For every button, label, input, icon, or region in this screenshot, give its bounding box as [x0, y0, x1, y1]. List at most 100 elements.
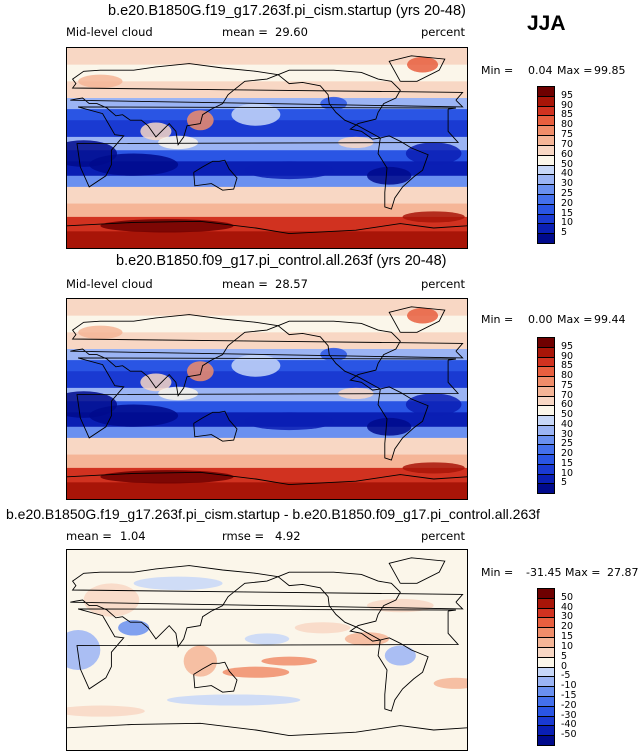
panel-2-max-value: 99.44 [594, 313, 626, 326]
panel-1-min-label: Min = [481, 64, 514, 77]
colorbar-level-label: 15 [561, 457, 574, 469]
colorbar-level-label: 80 [561, 119, 574, 131]
colorbar-swatch [537, 424, 555, 436]
colorbar-level-label: 15 [561, 631, 574, 643]
colorbar-level-label: 50 [561, 158, 574, 170]
colorbar-level-label: 60 [561, 148, 574, 160]
colorbar-swatch [537, 164, 555, 176]
colorbar-level-label: 60 [561, 399, 574, 411]
panel-2-max-label: Max = [557, 313, 593, 326]
panel-1-min-value: 0.04 [528, 64, 553, 77]
panel-2-units: percent [421, 277, 466, 291]
colorbar-level-label: 85 [561, 360, 574, 372]
colorbar-swatch [537, 483, 555, 494]
panel-3-colorbar: -50 -40 -30 -20 -15 -10 -5 0 5 10 15 20 30 40 50 [537, 588, 577, 746]
colorbar-level-label: -5 [561, 670, 571, 682]
panel-1-max-label: Max = [557, 64, 593, 77]
colorbar-swatch [537, 154, 555, 166]
colorbar-swatch [537, 385, 555, 397]
colorbar-level-label: 50 [561, 409, 574, 420]
panel-3-units: percent [421, 529, 466, 543]
panel-3-title: b.e20.B1850G.f19_g17.263f.pi_cism.startu… [6, 506, 540, 522]
colorbar-swatch [537, 676, 555, 688]
colorbar-swatch [537, 144, 555, 156]
colorbar-swatch [537, 434, 555, 446]
colorbar-level-label: -10 [561, 680, 577, 692]
season-label: JJA [527, 12, 566, 35]
colorbar-swatch [537, 444, 555, 455]
panel-3-max-value: 27.87 [607, 566, 639, 579]
colorbar-swatch [537, 588, 555, 599]
colorbar-level-label: 30 [561, 178, 574, 190]
colorbar-swatch [537, 405, 555, 416]
colorbar-level-label: 20 [561, 197, 574, 209]
colorbar-level-label: -15 [561, 689, 577, 701]
colorbar-swatch [537, 607, 555, 619]
panel-2-mean-value: 28.57 [275, 277, 308, 291]
colorbar-swatch [537, 174, 555, 186]
colorbar-swatch [537, 366, 555, 377]
panel-2-mean-label: mean = [222, 277, 268, 291]
colorbar-level-label: 40 [561, 601, 574, 613]
colorbar-swatch [537, 735, 555, 746]
colorbar-level-label: 70 [561, 389, 574, 401]
panel-1-variable: Mid-level cloud [66, 25, 153, 39]
colorbar-level-label: 10 [561, 640, 574, 652]
colorbar-swatch [537, 454, 555, 465]
colorbar-swatch [537, 125, 555, 137]
colorbar-swatch [537, 346, 555, 358]
colorbar-swatch [537, 666, 555, 678]
colorbar-level-label: 50 [561, 591, 574, 603]
panel-1-units: percent [421, 25, 466, 39]
panel-1-field [67, 48, 467, 248]
panel-1-mean-label: mean = [222, 25, 268, 39]
panel-2-variable: Mid-level cloud [66, 277, 153, 291]
colorbar-swatch [537, 105, 555, 117]
panel-3-rmse-value: 4.92 [275, 529, 301, 543]
colorbar-level-label: 25 [561, 187, 574, 199]
colorbar-swatch [537, 473, 555, 485]
colorbar-level-label: 10 [561, 217, 574, 229]
colorbar-level-label: 25 [561, 438, 574, 450]
colorbar-swatch [537, 115, 555, 127]
panel-3-mean-label: mean = [66, 529, 112, 543]
colorbar-swatch [537, 646, 555, 658]
colorbar-level-label: 20 [561, 448, 574, 459]
colorbar-swatch [537, 637, 555, 648]
colorbar-level-label: 10 [561, 467, 574, 479]
colorbar-swatch [537, 356, 555, 368]
panel-3-map [66, 549, 468, 751]
colorbar-level-label: 70 [561, 138, 574, 150]
colorbar-swatch [537, 376, 555, 387]
colorbar-swatch [537, 213, 555, 225]
panel-1-mean-value: 29.60 [275, 25, 308, 39]
panel-2-min-value: 0.00 [528, 313, 553, 326]
colorbar-level-label: 5 [561, 477, 568, 489]
colorbar-level-label: -40 [561, 719, 577, 731]
colorbar-swatch [537, 463, 555, 475]
colorbar-swatch [537, 223, 555, 235]
colorbar-level-label: 30 [561, 611, 574, 623]
colorbar-level-label: 90 [561, 350, 574, 362]
panel-3-rmse-label: rmse = [222, 529, 265, 543]
panel-3-mean-value: 1.04 [120, 529, 146, 543]
colorbar-swatch [537, 725, 555, 737]
colorbar-swatch [537, 135, 555, 146]
colorbar-swatch [537, 193, 555, 205]
panel-3-field [67, 550, 467, 750]
colorbar-level-label: 0 [561, 660, 568, 672]
colorbar-swatch [537, 337, 555, 348]
colorbar-level-label: 20 [561, 621, 574, 633]
panel-3-min-label: Min = [481, 566, 514, 579]
colorbar-level-label: 75 [561, 129, 574, 141]
colorbar-level-label: -50 [561, 729, 577, 741]
colorbar-swatch [537, 415, 555, 426]
panel-2-field [67, 299, 467, 499]
colorbar-swatch [537, 597, 555, 609]
colorbar-level-label: 40 [561, 168, 574, 180]
colorbar-swatch [537, 715, 555, 727]
colorbar-swatch [537, 705, 555, 717]
panel-3-max-label: Max = [565, 566, 601, 579]
colorbar-level-label: 75 [561, 379, 574, 391]
panel-2-map [66, 298, 468, 500]
